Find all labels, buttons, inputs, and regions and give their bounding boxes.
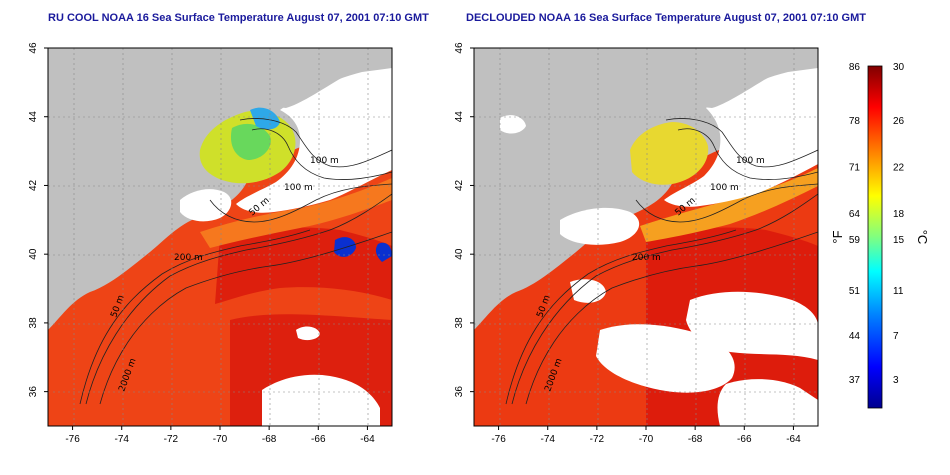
- lon-tick-label: -74: [114, 434, 129, 445]
- fahrenheit-tick-label: 86: [849, 62, 861, 73]
- masked-cloud-maine: [664, 68, 818, 207]
- celsius-tick-label: 15: [893, 235, 905, 246]
- contour-label-200m: 200 m: [174, 253, 203, 263]
- cloud-cold-spot: [375, 242, 392, 262]
- map-raw-sst: 100 m 100 m 50 m 200 m 50 m 2000 m: [47, 47, 393, 427]
- lat-tick-label: 38: [454, 317, 465, 329]
- lat-tick-label: 38: [28, 317, 39, 329]
- masked-cloud-south: [596, 324, 735, 393]
- title-declouded-sst: DECLOUDED NOAA 16 Sea Surface Temperatur…: [466, 12, 866, 24]
- celsius-unit-label: °C: [915, 230, 930, 245]
- gulf-of-maine-cool: [630, 122, 709, 185]
- lon-tick-label: -66: [311, 434, 326, 445]
- fahrenheit-unit-label: °F: [830, 230, 845, 243]
- contour-label-100m: 100 m: [736, 156, 765, 166]
- lat-tick-label: 44: [454, 111, 465, 123]
- shelf-water-orange: [640, 168, 818, 242]
- celsius-tick-label: 18: [893, 209, 905, 220]
- lat-tick-label: 40: [454, 248, 465, 260]
- lon-tick-label: -70: [639, 434, 654, 445]
- lon-tick-label: -64: [786, 434, 801, 445]
- fahrenheit-tick-label: 78: [849, 116, 861, 127]
- contour-label-100m: 100 m: [284, 183, 313, 193]
- map-declouded-sst: 100 m 100 m 50 m 200 m 50 m 2000 m: [473, 47, 819, 427]
- fahrenheit-tick-label: 44: [849, 331, 861, 342]
- lon-tick-label: -68: [688, 434, 703, 445]
- lon-tick-label: -64: [360, 434, 375, 445]
- cloud-cold-spot: [334, 237, 356, 257]
- axes-declouded-sst: -76 -74 -72 -70 -68 -66 -64 36 38 40 42 44 46: [454, 42, 801, 445]
- shelf-water-orange: [200, 178, 392, 248]
- lon-tick-label: -72: [164, 434, 179, 445]
- masked-land-cloud: [500, 115, 526, 134]
- lat-tick-label: 42: [28, 179, 39, 191]
- cloud-area-south: [262, 374, 380, 426]
- contour-label-200m: 200 m: [632, 253, 661, 263]
- lon-tick-label: -74: [540, 434, 555, 445]
- lat-lon-grid: [474, 48, 818, 426]
- lat-tick-label: 44: [28, 111, 39, 123]
- lon-tick-label: -66: [737, 434, 752, 445]
- title-raw-sst: RU COOL NOAA 16 Sea Surface Temperature …: [48, 12, 429, 24]
- lat-tick-label: 36: [454, 386, 465, 398]
- contour-label-100m: 100 m: [710, 183, 739, 193]
- lat-tick-label: 42: [454, 179, 465, 191]
- lat-tick-label: 40: [28, 248, 39, 260]
- lon-tick-label: -70: [213, 434, 228, 445]
- cloud-area-shelf: [180, 189, 232, 222]
- celsius-tick-label: 22: [893, 163, 905, 174]
- lat-tick-label: 46: [28, 42, 39, 54]
- contour-label-100m: 100 m: [310, 156, 339, 166]
- fahrenheit-tick-label: 64: [849, 209, 861, 220]
- colorbar-gradient: [867, 65, 883, 409]
- masked-cloud-southeast: [717, 379, 818, 426]
- coastline-land: [48, 48, 392, 322]
- cold-blue-patch: [250, 107, 280, 130]
- fahrenheit-ticks: 86 78 71 64 59 51 44 37: [849, 62, 861, 386]
- cool-green-patch: [230, 123, 271, 160]
- lon-tick-label: -76: [491, 434, 506, 445]
- bathymetry-contours: [505, 118, 818, 405]
- fahrenheit-tick-label: 71: [849, 163, 861, 174]
- lon-tick-label: -72: [590, 434, 605, 445]
- masked-cloud-offshore: [686, 291, 818, 360]
- fahrenheit-tick-label: 37: [849, 375, 861, 386]
- fahrenheit-tick-label: 51: [849, 286, 861, 297]
- colorbar: 86 78 71 64 59 51 44 37 30 26 22 18 15 11 7 3 °F °C: [830, 62, 930, 409]
- celsius-tick-label: 11: [893, 286, 904, 297]
- lat-lon-grid: [48, 48, 392, 426]
- celsius-tick-label: 3: [893, 375, 899, 386]
- coastline-land: [474, 48, 818, 322]
- masked-cloud-shelf: [560, 207, 640, 245]
- celsius-tick-label: 26: [893, 116, 905, 127]
- lat-tick-label: 36: [28, 386, 39, 398]
- axes-raw-sst: -76 -74 -72 -70 -68 -66 -64 36 38 40 42 44 46: [28, 42, 375, 445]
- fahrenheit-tick-label: 59: [849, 235, 861, 246]
- cloud-patch-small: [296, 326, 320, 341]
- celsius-tick-label: 30: [893, 62, 905, 73]
- bathymetry-contours: [79, 118, 392, 405]
- lat-tick-label: 46: [454, 42, 465, 54]
- celsius-tick-label: 7: [893, 331, 899, 342]
- cloud-area-maine: [236, 68, 392, 213]
- lon-tick-label: -76: [65, 434, 80, 445]
- celsius-ticks: 30 26 22 18 15 11 7 3: [893, 62, 905, 386]
- lon-tick-label: -68: [262, 434, 277, 445]
